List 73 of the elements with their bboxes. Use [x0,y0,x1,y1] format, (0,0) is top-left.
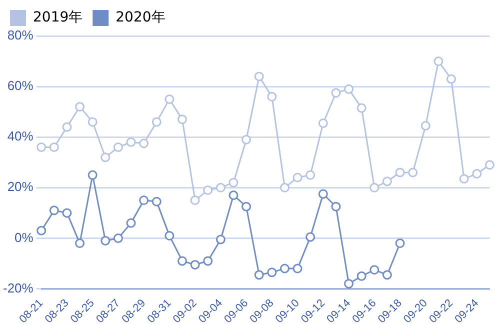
point [484,160,494,170]
point [318,189,328,199]
y-tick-label: 60% [7,78,34,94]
point [254,270,264,280]
point [318,118,328,128]
point [178,256,187,266]
point [434,56,444,66]
point [382,176,392,186]
point [306,170,316,180]
point [100,152,110,162]
point [36,142,46,152]
y-tick-label: 80% [7,28,34,43]
point [344,84,354,94]
point [420,120,430,130]
point [292,172,302,182]
y-tick-label: 40% [7,128,34,144]
point [331,88,341,98]
point [356,271,366,281]
legend-label: 2019年 [33,10,83,26]
point [88,170,98,180]
point [49,206,59,216]
point [306,232,316,242]
point [280,264,290,274]
point [370,265,380,275]
point [75,102,85,112]
point [370,182,380,192]
point [408,168,418,178]
point [178,114,187,124]
point [267,92,277,102]
point [164,94,174,104]
point [62,208,72,218]
point [459,174,469,184]
point [152,196,162,206]
point [126,218,136,228]
point [126,137,136,147]
point [331,202,341,212]
point [254,72,264,82]
y-tick-label: 0% [14,230,34,245]
point [267,268,277,278]
point [216,182,226,192]
point [472,169,482,179]
point [280,182,290,192]
point [228,178,238,188]
point [190,196,200,206]
point [344,278,354,288]
point [152,117,162,127]
point [216,234,226,244]
point [242,202,252,212]
point [36,226,46,236]
point [75,238,85,248]
point [88,117,98,127]
point [356,103,366,113]
point [139,196,149,206]
point [100,236,110,246]
point [190,260,200,270]
point [395,168,405,178]
legend-label: 2020年 [116,10,166,26]
point [242,134,252,144]
point [203,256,213,266]
point [382,270,392,280]
y-tick-label: 20% [7,179,34,194]
point [228,190,238,200]
point [113,142,123,152]
point [446,74,456,84]
point [113,233,123,243]
point [139,138,149,148]
point [62,122,72,132]
point [164,230,174,240]
y-tick-label: -20% [2,280,34,296]
point [203,185,213,195]
point [49,142,59,152]
point [395,238,405,248]
point [292,264,302,274]
